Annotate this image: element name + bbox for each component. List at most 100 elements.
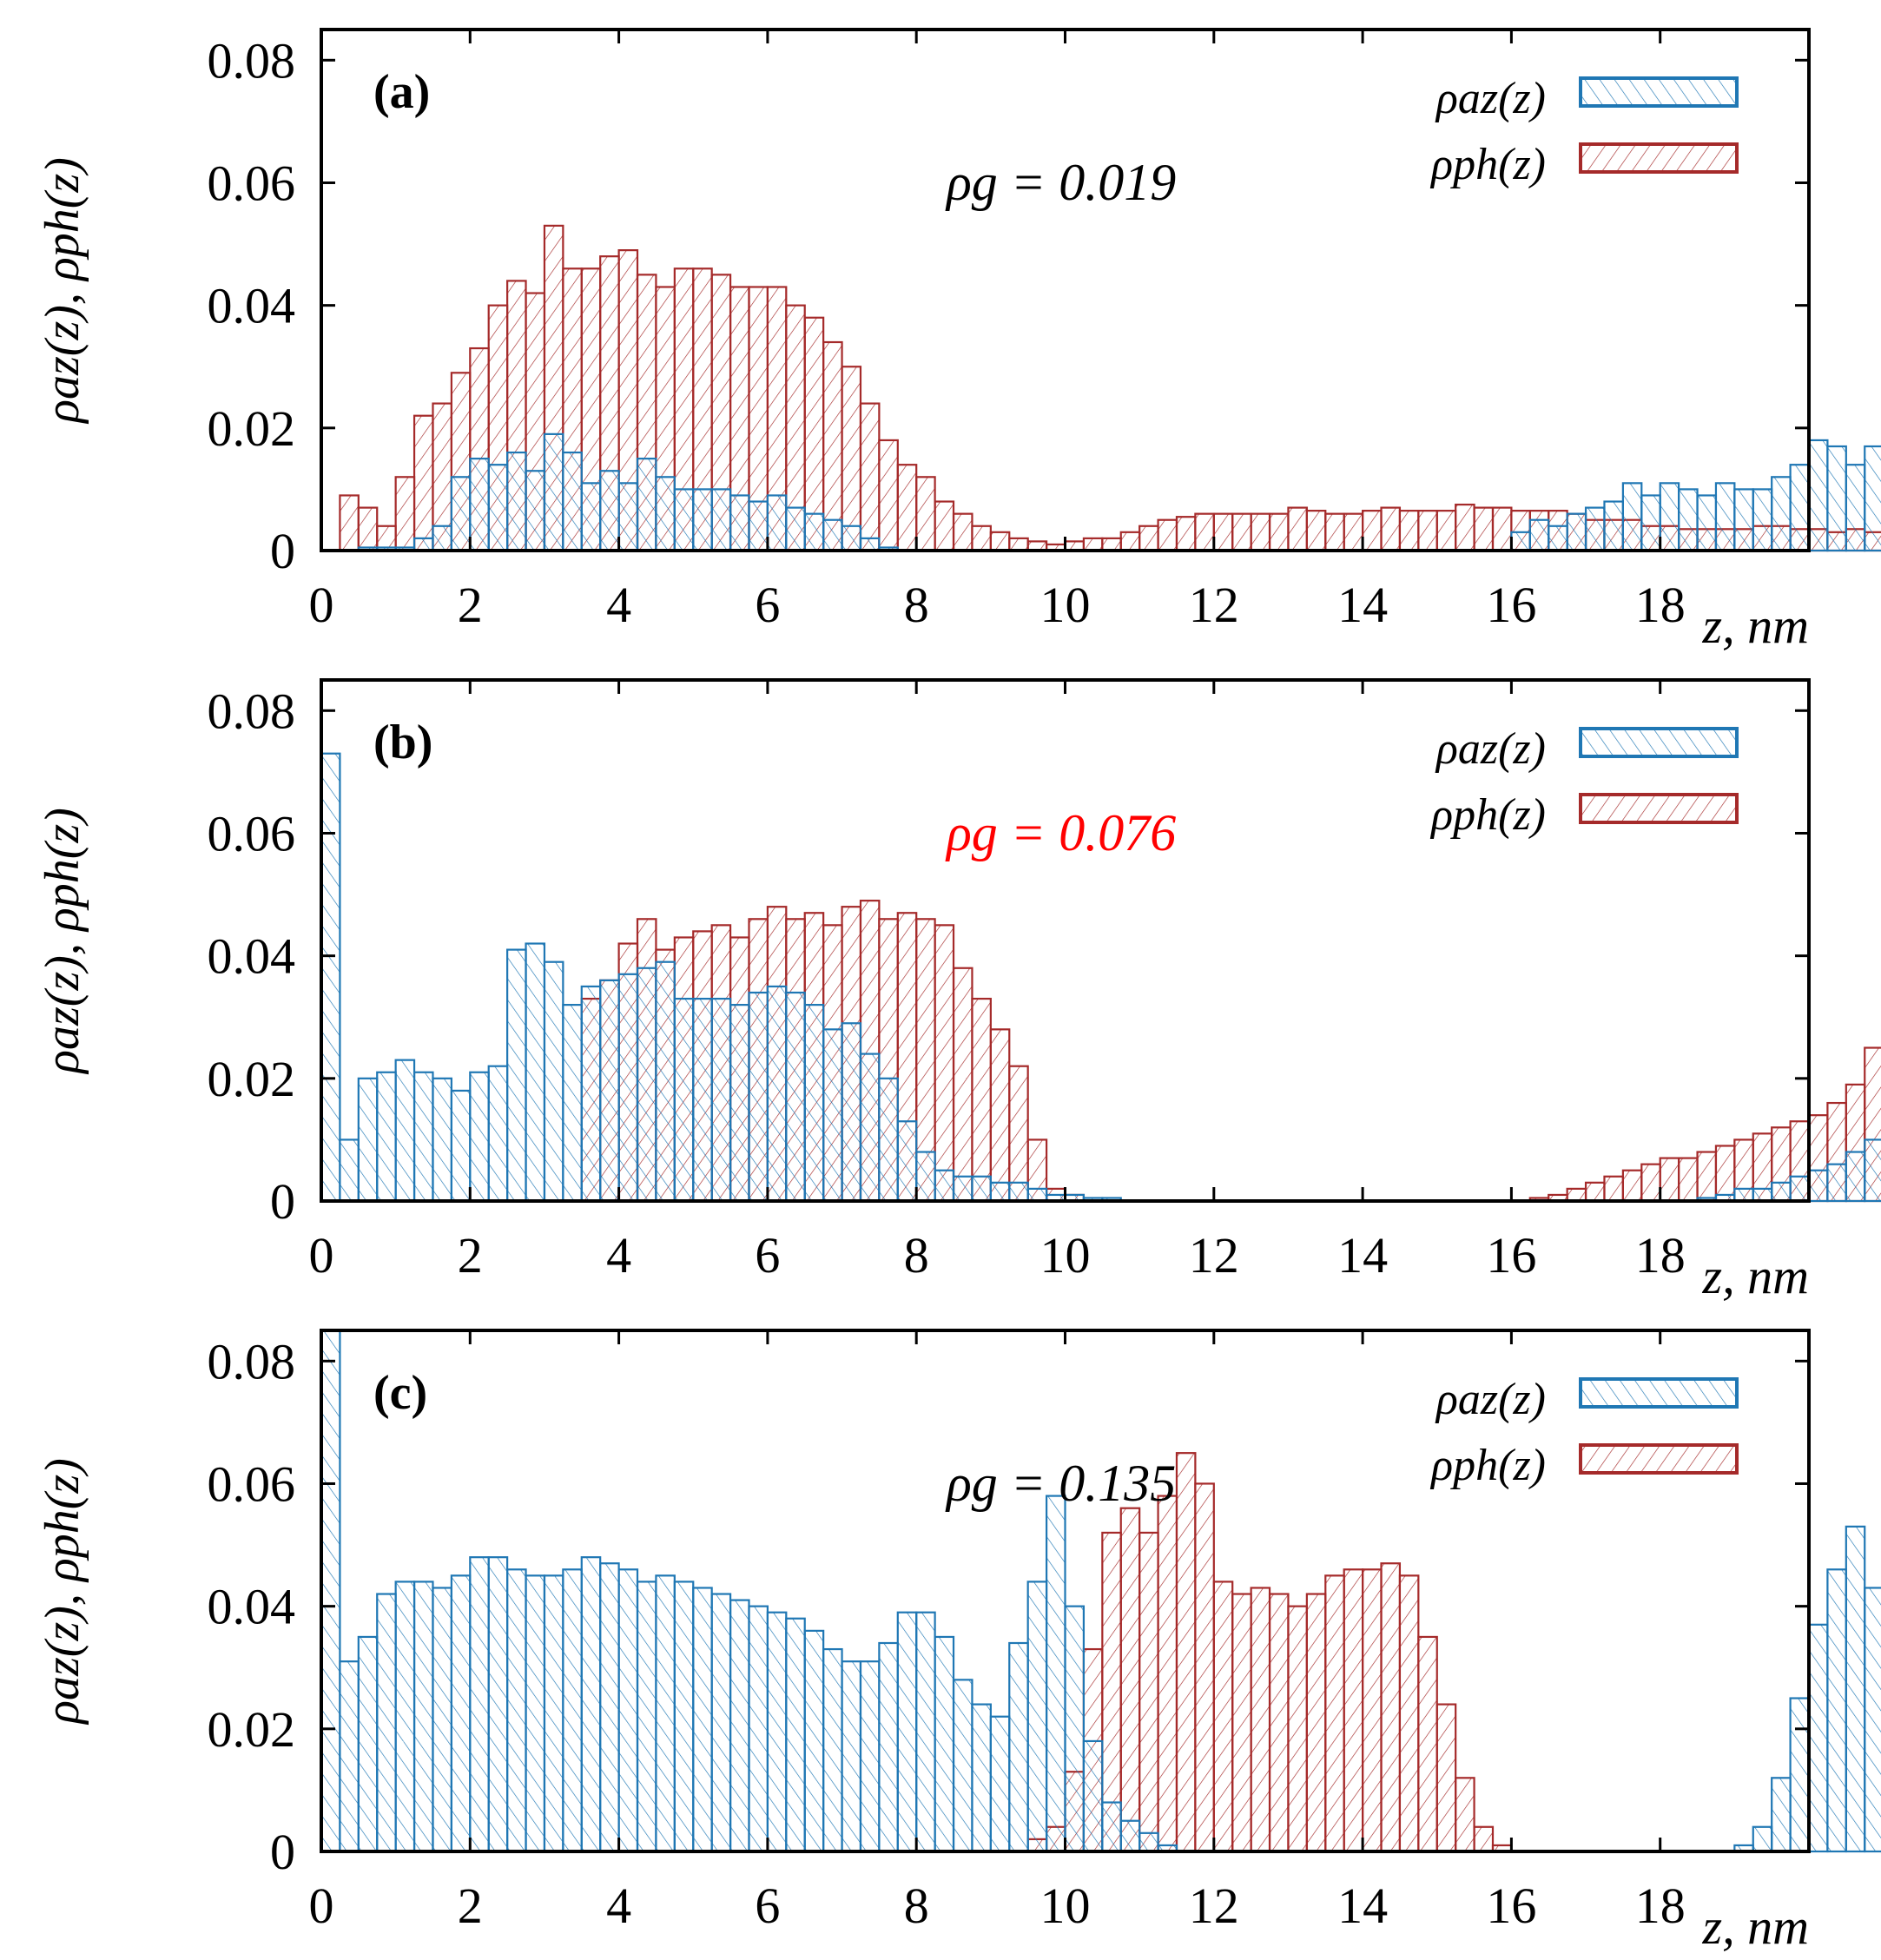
panel-a-az-bar xyxy=(636,458,657,552)
panel-c-legend-az-swatch xyxy=(1579,1377,1739,1409)
panel-a-ph-bar xyxy=(841,366,862,552)
panel-a-ph-bar xyxy=(859,402,881,552)
panel-b-az-bar xyxy=(896,1120,918,1203)
panel-a-ph-bar xyxy=(1119,531,1141,552)
panel-c-ph-bar xyxy=(1212,1581,1234,1853)
panel-a-ph-bar xyxy=(1194,512,1215,552)
panel-c-x-tick-label: 2 xyxy=(458,1878,483,1934)
panel-a-az-bar xyxy=(803,512,825,552)
panel-a-ph-bar xyxy=(1491,506,1513,552)
panel-c-az-bar xyxy=(748,1605,769,1853)
panel-a-x-tick-label: 0 xyxy=(309,577,334,633)
panel-c-az-bar xyxy=(803,1629,825,1853)
panel-a-az-bar xyxy=(710,488,732,552)
panel-a-label: (a) xyxy=(373,65,430,119)
panel-a-ph-bar xyxy=(1082,537,1104,552)
panel-c-az-bar xyxy=(692,1587,713,1853)
panel-a-az-bar xyxy=(1807,439,1829,552)
panel-a-legend-ph-swatch xyxy=(1579,142,1739,174)
panel-b-legend-az-swatch xyxy=(1579,727,1739,758)
panel-c-az-bar xyxy=(432,1587,452,1853)
panel-c-az-bar xyxy=(617,1568,639,1853)
panel-c-y-tick-label: 0.06 xyxy=(208,1455,296,1512)
panel-a-ph-bar xyxy=(412,414,434,552)
panel-c-az-bar xyxy=(729,1599,750,1853)
panel-b-y-axis-label: ρaz(z), ρph(z) xyxy=(36,808,89,1075)
panel-b-ph-bar xyxy=(1566,1187,1587,1203)
panel-a-az-bar xyxy=(655,476,676,552)
panel-b-ph-bar xyxy=(971,997,992,1203)
panel-a-ph-bar xyxy=(971,525,992,552)
panel-a-az-bars xyxy=(357,432,1881,552)
panel-a-x-tick-label: 8 xyxy=(904,577,929,633)
panel-c-legend-az-label: ρaz(z) xyxy=(1435,1375,1546,1424)
panel-b-x-tick-label: 18 xyxy=(1635,1227,1686,1284)
panel-b-az-bar xyxy=(655,960,676,1203)
panel-c-ph-bar xyxy=(1119,1507,1141,1853)
panel-a-az-bar xyxy=(1771,476,1792,552)
panel-a-ph-bar xyxy=(1157,518,1178,552)
panel-a-ph-bar xyxy=(1231,512,1252,552)
panel-c-ph-bar xyxy=(1268,1593,1290,1853)
panel-b-x-tick-label: 0 xyxy=(309,1227,334,1284)
panel-c-ph-bar xyxy=(1361,1568,1383,1853)
panel-c-az-bar xyxy=(859,1660,881,1853)
panel-b-x-tick-label: 16 xyxy=(1486,1227,1536,1284)
panel-a-ph-bar xyxy=(915,476,936,552)
panel-b-az-bars xyxy=(320,752,1881,1203)
panel-a-y-axis-label: ρaz(z), ρph(z) xyxy=(36,157,89,425)
panel-a-az-bar xyxy=(487,464,509,552)
panel-c-az-bar xyxy=(1008,1641,1029,1853)
panel-c-x-axis-label: z, nm xyxy=(1702,1898,1809,1955)
panel-b-y-tick-label: 0.06 xyxy=(208,805,296,861)
panel-a-ph-bar xyxy=(878,439,899,552)
panel-a-y-tick-label: 0.04 xyxy=(208,278,296,334)
panel-c-az-bar xyxy=(878,1641,899,1853)
panel-c-ph-bar xyxy=(1231,1593,1252,1853)
panel-b-az-bar xyxy=(432,1077,452,1203)
panel-a-az-bar xyxy=(1752,488,1773,552)
panel-a-ph-bar xyxy=(989,531,1011,552)
panel-a-az-bar xyxy=(469,458,490,552)
panel-b-x-tick-label: 8 xyxy=(904,1227,929,1284)
panel-b-az-bar xyxy=(729,1004,750,1203)
panel-c-az-bar xyxy=(1101,1801,1122,1853)
panel-c-y-tick-label: 0.04 xyxy=(208,1579,296,1635)
panel-b-y-tick-label: 0.02 xyxy=(208,1051,296,1107)
panel-a-ph-bar xyxy=(952,512,974,552)
panel-a-az-bar xyxy=(432,525,452,552)
panel-a-ph-bar xyxy=(1138,525,1159,552)
panel-c-az-bar xyxy=(450,1574,472,1853)
panel-c-az-bar xyxy=(785,1617,806,1853)
panel-c-annotation: ρg = 0.135 xyxy=(945,1455,1176,1512)
panel-a-az-bar xyxy=(1528,518,1550,552)
panel-c-ph-bar xyxy=(1473,1825,1495,1853)
panel-b-az-bar xyxy=(525,942,546,1203)
panel-a-ph-bar xyxy=(1212,512,1234,552)
panel-a-ph-bar xyxy=(1324,512,1345,552)
panel-a-y-tick-label: 0 xyxy=(270,523,295,579)
panel-c-ph-bar xyxy=(1250,1587,1271,1853)
panel-b-ph-bar xyxy=(952,967,974,1203)
panel-a-ph-bar xyxy=(1287,506,1308,552)
panel-b-az-bar xyxy=(562,1004,583,1203)
panel-b-az-bar xyxy=(971,1175,992,1203)
panel-a-az-bar xyxy=(692,488,713,552)
panel-a-y-tick-label: 0.08 xyxy=(208,32,296,89)
panel-a-ph-bar xyxy=(934,500,955,552)
panel-b-ph-bar xyxy=(1584,1181,1606,1203)
panel-c-az-bar xyxy=(1864,1587,1881,1853)
panel-a-ph-bar xyxy=(1380,506,1402,552)
panel-b-az-bar xyxy=(1752,1187,1773,1203)
panel-c-az-bar xyxy=(673,1581,695,1853)
panel-a-ph-bar xyxy=(394,476,416,552)
panel-b-y-tick-label: 0 xyxy=(270,1173,295,1230)
panel-a-az-bar xyxy=(1659,482,1680,552)
panel-c-az-bar xyxy=(339,1660,360,1853)
panel-a-az-bar xyxy=(525,470,546,552)
panel-b-az-bar xyxy=(1026,1187,1048,1203)
panel-b-ph-bar xyxy=(1008,1065,1029,1203)
panel-b-az-bar xyxy=(394,1059,416,1203)
panel-a-ph-bar xyxy=(1343,512,1364,552)
panel-b-x-axis-label: z, nm xyxy=(1702,1248,1809,1304)
